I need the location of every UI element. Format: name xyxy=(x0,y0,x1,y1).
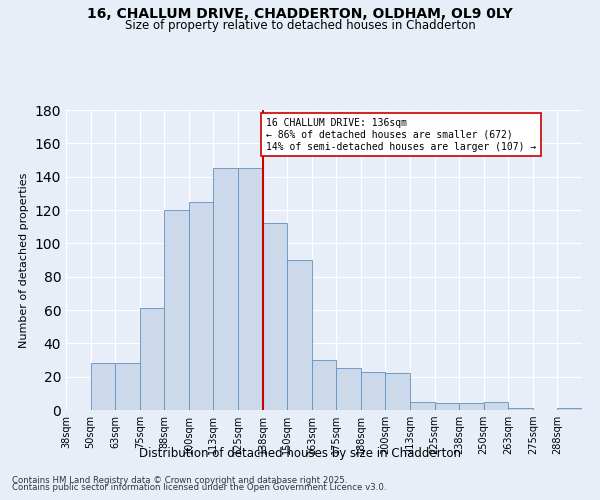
Text: 16 CHALLUM DRIVE: 136sqm
← 86% of detached houses are smaller (672)
14% of semi-: 16 CHALLUM DRIVE: 136sqm ← 86% of detach… xyxy=(266,118,536,152)
Bar xyxy=(189,202,214,410)
Bar xyxy=(459,404,484,410)
Bar xyxy=(287,260,312,410)
Bar xyxy=(115,364,140,410)
Bar xyxy=(484,402,508,410)
Bar xyxy=(164,210,189,410)
Text: Contains public sector information licensed under the Open Government Licence v3: Contains public sector information licen… xyxy=(12,484,386,492)
Bar xyxy=(312,360,336,410)
Bar xyxy=(508,408,533,410)
Bar xyxy=(91,364,115,410)
Text: Contains HM Land Registry data © Crown copyright and database right 2025.: Contains HM Land Registry data © Crown c… xyxy=(12,476,347,485)
Y-axis label: Number of detached properties: Number of detached properties xyxy=(19,172,29,348)
Bar xyxy=(263,224,287,410)
Text: Distribution of detached houses by size in Chadderton: Distribution of detached houses by size … xyxy=(139,448,461,460)
Text: 16, CHALLUM DRIVE, CHADDERTON, OLDHAM, OL9 0LY: 16, CHALLUM DRIVE, CHADDERTON, OLDHAM, O… xyxy=(87,8,513,22)
Bar xyxy=(361,372,385,410)
Bar xyxy=(336,368,361,410)
Bar xyxy=(434,404,459,410)
Bar xyxy=(410,402,434,410)
Bar xyxy=(140,308,164,410)
Bar xyxy=(238,168,263,410)
Bar xyxy=(557,408,582,410)
Text: Size of property relative to detached houses in Chadderton: Size of property relative to detached ho… xyxy=(125,19,475,32)
Bar xyxy=(214,168,238,410)
Bar xyxy=(385,374,410,410)
